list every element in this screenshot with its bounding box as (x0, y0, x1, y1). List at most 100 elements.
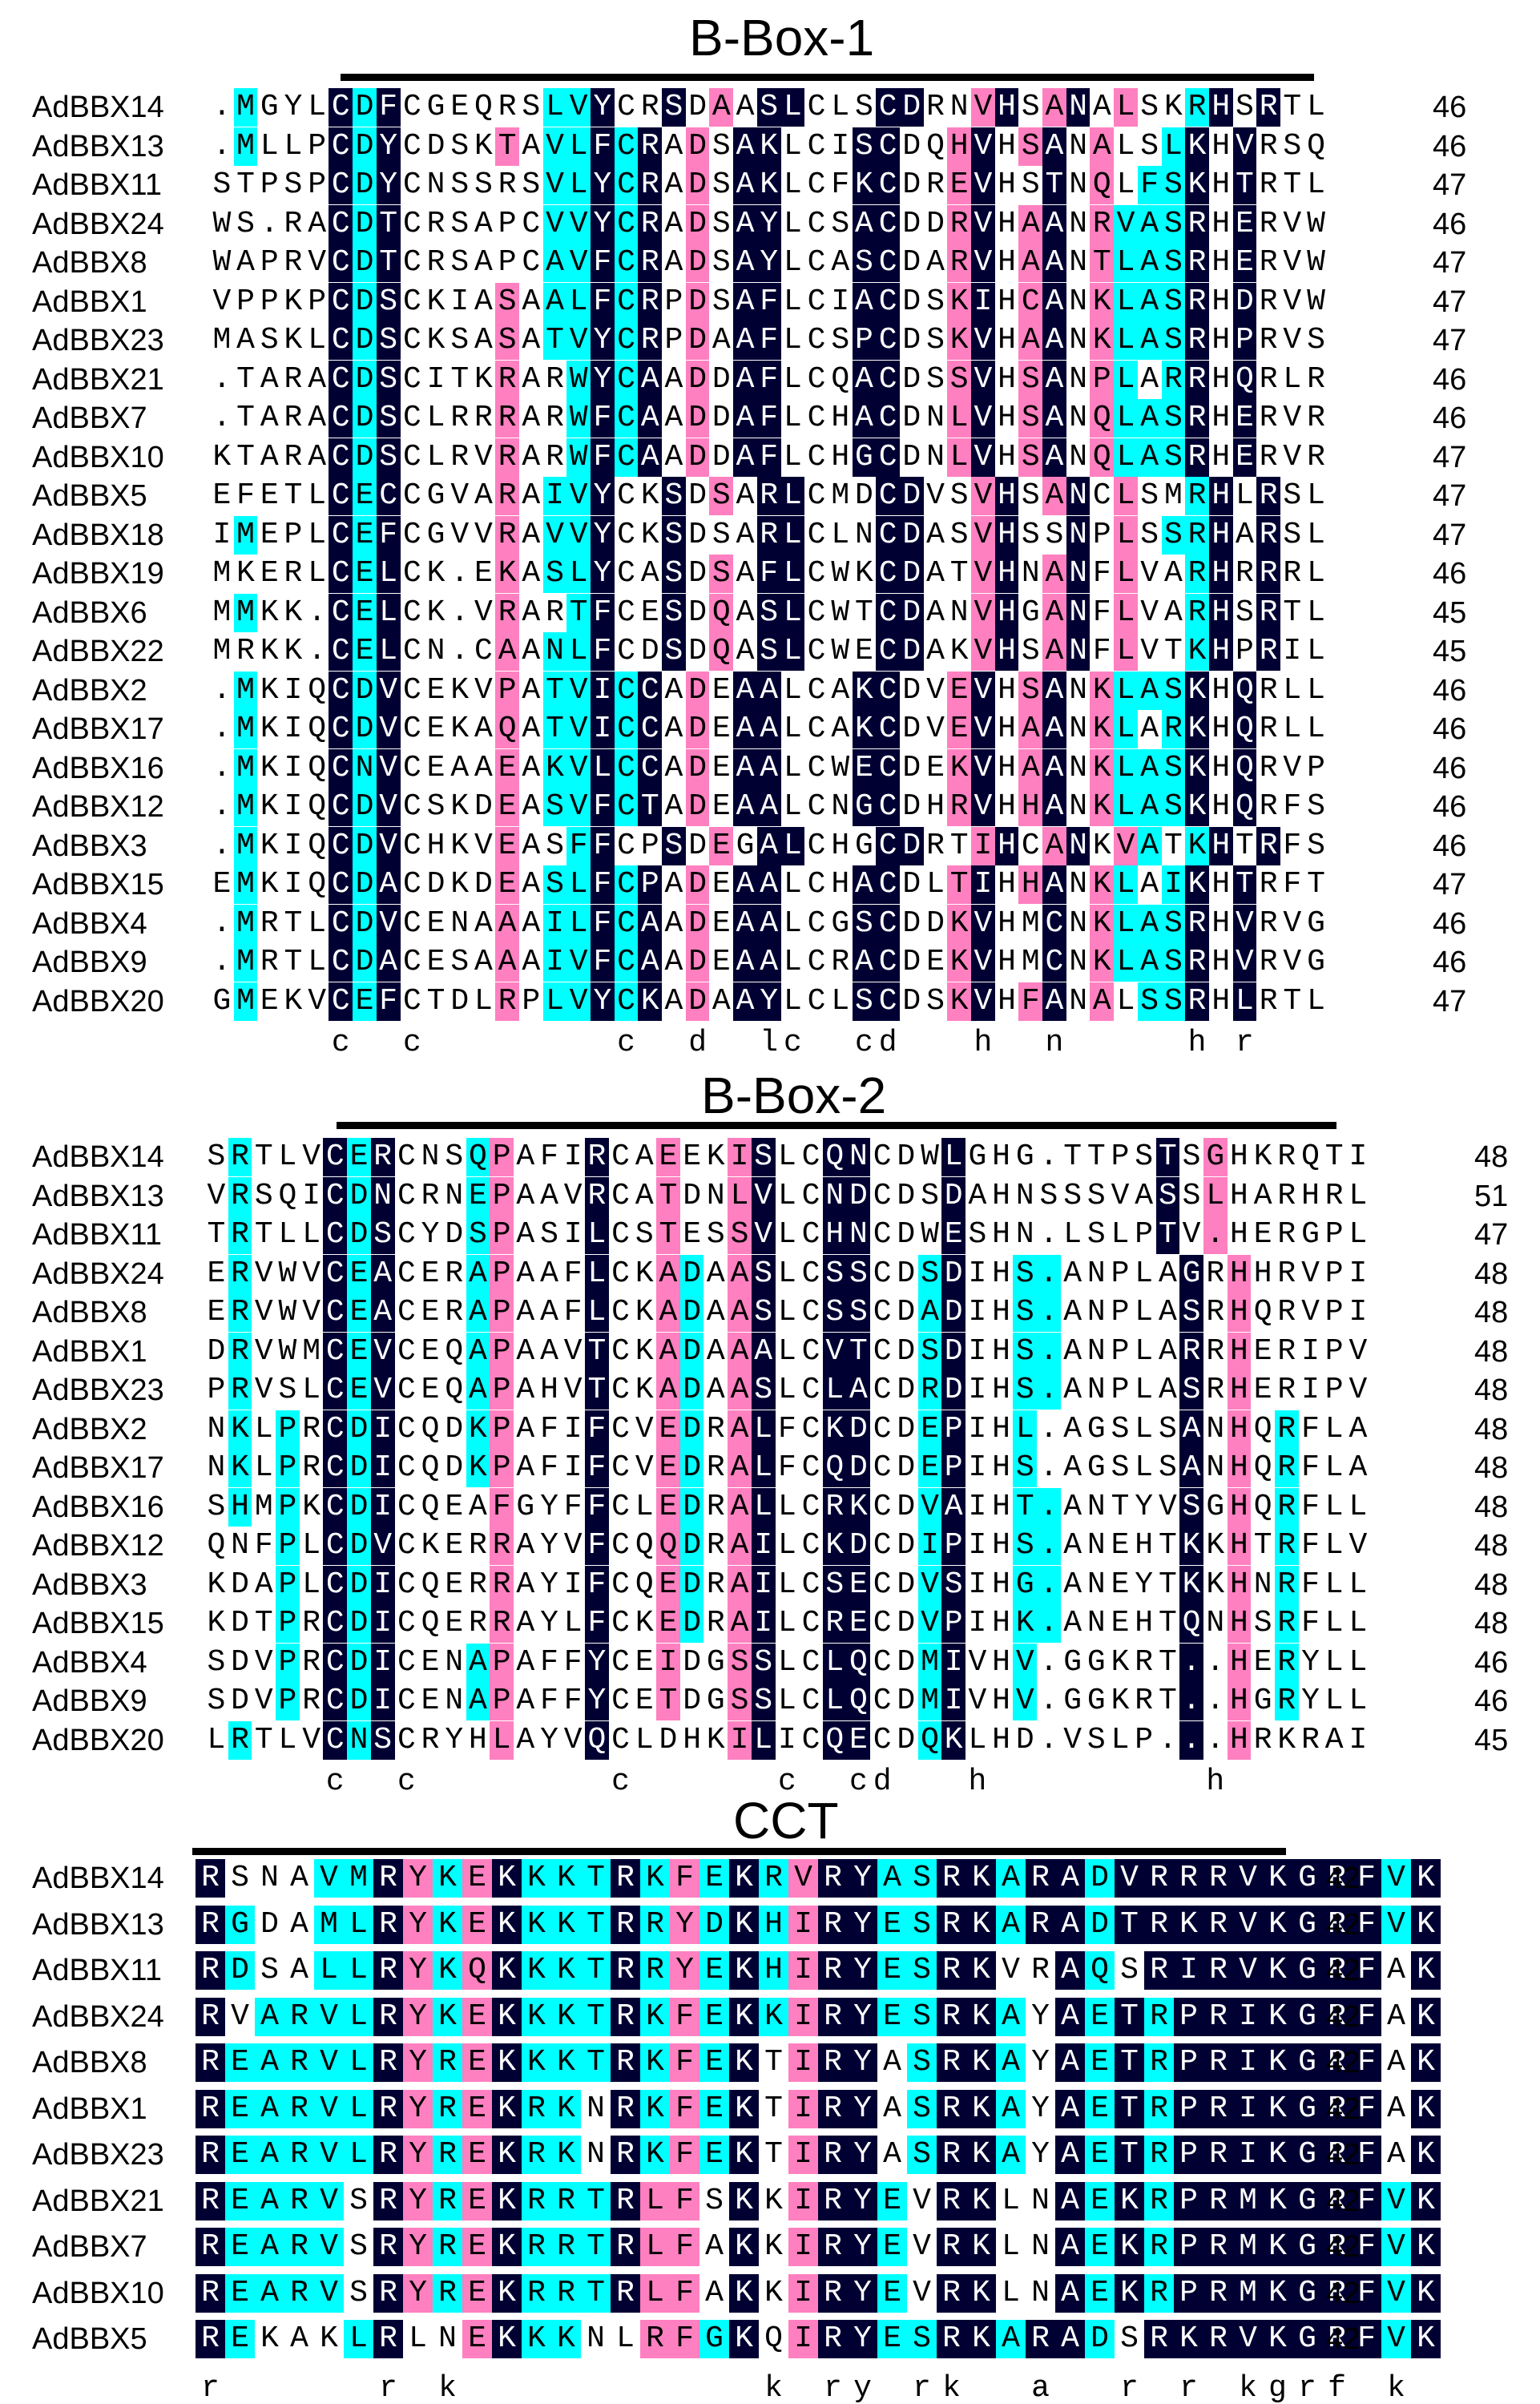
sequence-name: AdBBX15 (32, 1607, 164, 1640)
residue-count: 48 (1474, 1412, 1509, 1446)
sequence-name: AdBBX11 (32, 1954, 162, 1987)
residue-count: 48 (1474, 1334, 1509, 1369)
sequence-name: AdBBX1 (32, 2091, 147, 2126)
sequence-name: AdBBX16 (32, 751, 164, 785)
sequence-name: AdBBX1 (32, 284, 147, 319)
sequence-name: AdBBX3 (32, 1567, 147, 1602)
residue-count: 42 (1326, 2322, 1361, 2356)
domain-bar (341, 74, 1314, 81)
residue-count: 48 (1474, 1256, 1509, 1291)
sequence-name: AdBBX23 (32, 1373, 164, 1407)
residue-count: 47 (1433, 984, 1467, 1018)
residue-count: 42 (1326, 1907, 1361, 1942)
sequence-name: AdBBX8 (32, 2046, 147, 2079)
sequence-name: AdBBX2 (32, 1412, 147, 1446)
residue-count: 42 (1326, 2138, 1361, 2172)
sequence-name: AdBBX13 (32, 1179, 164, 1213)
residue-count: 46 (1433, 91, 1467, 124)
residue-count: 46 (1433, 946, 1467, 979)
sequence-name: AdBBX20 (32, 984, 164, 1018)
sequence-name: AdBBX9 (32, 946, 147, 979)
domain-bar (192, 1848, 1286, 1855)
residue-count: 47 (1433, 868, 1467, 902)
residue-count: 47 (1474, 1218, 1509, 1252)
sequence-name: AdBBX13 (32, 1907, 164, 1942)
residue-count: 46 (1433, 362, 1467, 397)
residue-count: 48 (1474, 1607, 1509, 1640)
residue-count: 46 (1433, 751, 1467, 785)
residue-count: 48 (1474, 1296, 1509, 1329)
sequence-name: AdBBX13 (32, 129, 164, 163)
sequence-name: AdBBX24 (32, 1999, 164, 2034)
residue-count: 46 (1433, 906, 1467, 941)
residue-count: 48 (1474, 1490, 1509, 1524)
residue-count: 46 (1474, 1645, 1509, 1680)
sequence-name: AdBBX11 (32, 168, 162, 202)
sequence-name: AdBBX14 (32, 1861, 164, 1895)
residue-count: 46 (1433, 673, 1467, 708)
residue-count: 47 (1433, 246, 1467, 280)
sequence-name: AdBBX5 (32, 479, 147, 513)
sequence-name: AdBBX21 (32, 362, 164, 397)
residue-count: 48 (1474, 1529, 1509, 1563)
residue-count: 48 (1474, 1567, 1509, 1602)
residue-count: 42 (1326, 2046, 1361, 2079)
residue-count: 51 (1474, 1179, 1509, 1213)
residue-count: 42 (1326, 1999, 1361, 2034)
residue-count: 47 (1433, 440, 1467, 474)
sequence-name: AdBBX1 (32, 1334, 147, 1369)
sequence-name: AdBBX20 (32, 1723, 164, 1757)
residue-count: 42 (1326, 2091, 1361, 2126)
sequence-name: AdBBX8 (32, 246, 147, 280)
residue-count: 46 (1433, 557, 1467, 591)
residue-count: 46 (1433, 401, 1467, 435)
residue-count: 47 (1433, 324, 1467, 357)
sequence-name: AdBBX6 (32, 595, 147, 630)
residue-count: 46 (1433, 207, 1467, 241)
residue-count: 46 (1433, 790, 1467, 824)
residue-count: 47 (1433, 479, 1467, 513)
residue-count: 46 (1433, 829, 1467, 863)
sequence-name: AdBBX23 (32, 2138, 164, 2172)
residue-count: 42 (1326, 2230, 1361, 2264)
sequence-name: AdBBX24 (32, 207, 164, 241)
sequence-name: AdBBX3 (32, 829, 147, 863)
residue-count: 45 (1433, 595, 1467, 630)
domain-bar (337, 1122, 1336, 1129)
sequence-name: AdBBX19 (32, 557, 164, 591)
sequence-name: AdBBX18 (32, 518, 164, 552)
